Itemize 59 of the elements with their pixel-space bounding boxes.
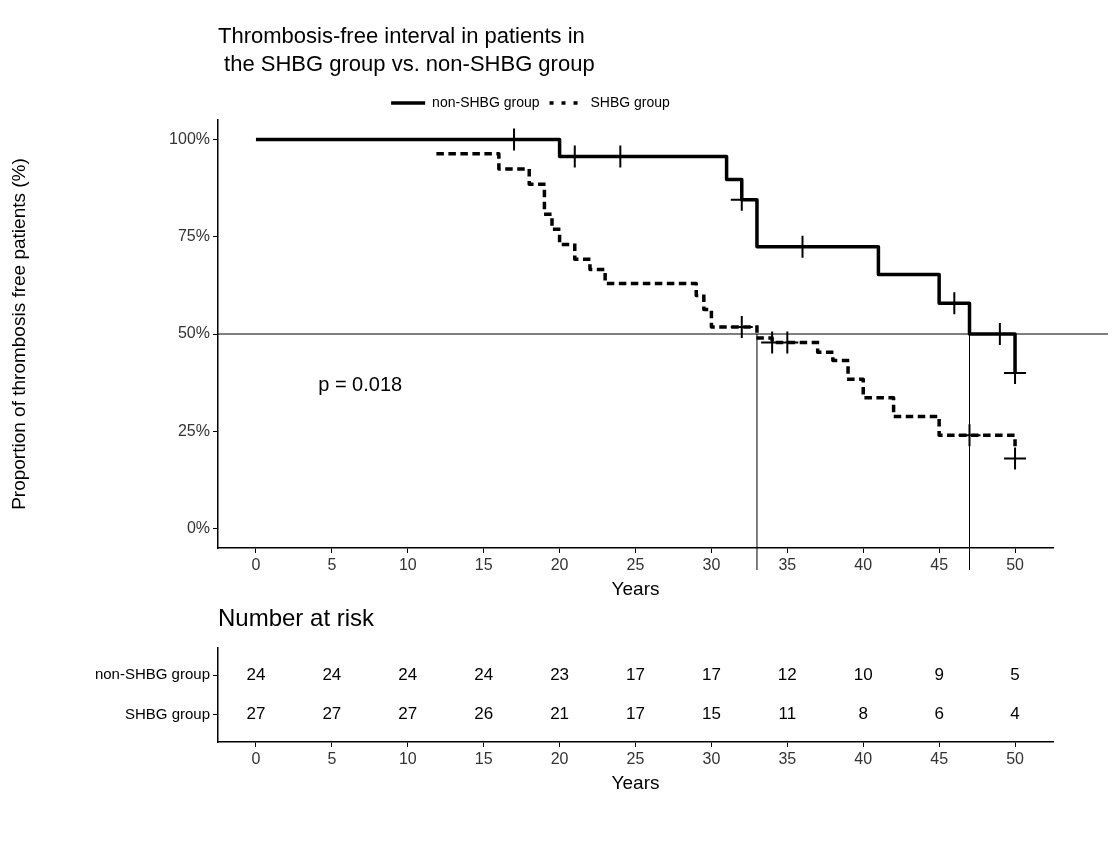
x-tick-label: 45 [930,750,949,768]
data-label: 23 [550,664,570,684]
chart-title: Number at risk [218,604,376,632]
data-label: 17 [626,664,645,684]
y-tick-label: 25% [177,421,210,439]
x-tick-label: 5 [327,750,337,768]
x-tick-label: 0 [251,556,261,574]
x-tick-label: 35 [778,556,797,574]
data-label: 26 [474,704,494,724]
x-axis-title: Years [611,771,660,793]
data-label: 15 [701,704,721,724]
data-label: 24 [398,664,418,684]
x-axis-title: Years [611,577,660,599]
legend-label: non-SHBG group [432,93,540,110]
y-axis-title: Proportion of thrombosis free patients (%) [7,158,29,510]
x-tick-label: 50 [1006,750,1025,768]
x-tick-label: 0 [251,750,261,768]
data-label: 10 [853,664,873,684]
data-label: 17 [701,664,721,684]
y-tick-label: non-SHBG group [94,665,210,683]
data-label: 5 [1010,664,1020,684]
data-label: 9 [934,664,944,684]
data-label: 6 [934,704,944,724]
x-tick-label: 30 [702,556,721,574]
annotation: p = 0.018 [318,372,403,395]
y-tick-label: 75% [177,227,210,245]
x-tick-label: 35 [778,750,797,768]
x-tick-label: 25 [626,556,645,574]
x-tick-label: 10 [398,750,417,768]
x-tick-label: 45 [930,556,949,574]
data-label: 8 [858,704,868,724]
chart-title: Thrombosis-free interval in patients in the SHBG group vs. non-SHBG group [218,22,596,78]
data-label: 27 [398,704,418,724]
data-label: 24 [246,664,266,684]
data-label: 17 [626,704,645,724]
x-tick-label: 25 [626,750,645,768]
x-tick-label: 15 [474,750,493,768]
y-tick-label: 0% [186,518,210,536]
data-label: 12 [777,664,797,684]
data-label: 24 [322,664,342,684]
data-label: 24 [474,664,494,684]
x-tick-label: 20 [550,556,569,574]
x-tick-label: 40 [854,556,873,574]
data-label: 21 [550,704,570,724]
y-tick-label: 100% [169,129,210,147]
x-tick-label: 40 [854,750,873,768]
x-tick-label: 20 [550,750,569,768]
data-label: 11 [778,704,797,724]
x-tick-label: 50 [1006,556,1025,574]
legend-label: SHBG group [590,93,671,110]
x-tick-label: 15 [474,556,493,574]
data-label: 4 [1010,704,1020,724]
y-tick-label: 50% [177,324,210,342]
data-label: 27 [322,704,342,724]
x-tick-label: 10 [398,556,417,574]
y-tick-label: SHBG group [124,704,210,722]
x-tick-label: 30 [702,750,721,768]
data-label: 27 [246,704,266,724]
x-tick-label: 5 [327,556,337,574]
